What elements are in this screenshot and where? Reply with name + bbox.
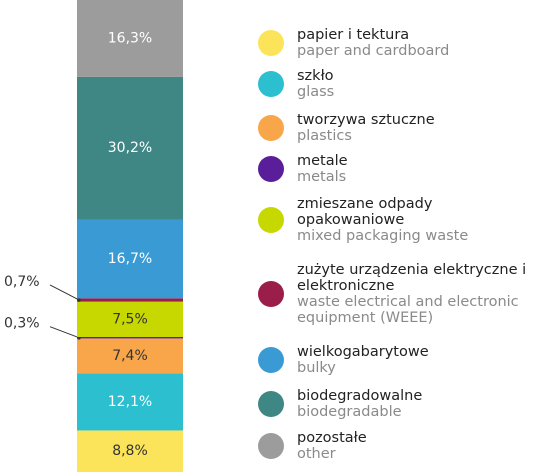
legend-swatch [258,156,284,182]
legend-sublabel: mixed packaging waste [297,228,469,244]
bar-segment [77,0,183,77]
leader-dot [77,298,81,302]
legend-entry: biodegradowalne biodegradable [258,388,542,420]
legend-text: papier i tektura paper and cardboard [297,27,537,59]
bar-segment [77,430,183,472]
legend-label: wielkogabarytowe [297,344,429,360]
legend-text: wielkogabarytowe bulky [297,344,537,376]
legend-label: biodegradowalne [297,388,423,404]
bar-segment [77,219,183,299]
value-label: 12,1% [108,394,152,410]
legend-entry: metale metals [258,153,542,185]
legend-sublabel: biodegradable [297,404,402,420]
legend-entry: papier i tektura paper and cardboard [258,27,542,59]
legend-text: zużyte urządzenia elektryczne i elektron… [297,262,537,326]
legend-swatch [258,347,284,373]
legend-label: szkło [297,68,334,84]
bar-segment [77,298,183,302]
legend-entry: zużyte urządzenia elektryczne i elektron… [258,262,542,326]
bar-segment [77,301,183,338]
legend-text: szkło glass [297,68,537,100]
legend-label: tworzywa sztuczne [297,112,435,128]
value-label: 0,7% [4,274,40,290]
value-label: 30,2% [108,140,152,156]
legend-swatch [258,281,284,307]
legend-text: zmieszane odpady opakowaniowe mixed packa… [297,196,537,244]
legend-label: pozostałe [297,430,367,446]
legend-sublabel: glass [297,84,335,100]
bar-segment [77,373,183,431]
legend-sublabel: bulky [297,360,336,376]
bar-segment [77,338,183,374]
legend-entry: zmieszane odpady opakowaniowe mixed packa… [258,196,542,244]
leader-line [49,284,80,301]
legend-label: metale [297,153,348,169]
legend-label: papier i tektura [297,27,410,43]
legend-label: zużyte urządzenia elektryczne i elektron… [297,262,527,294]
legend-text: metale metals [297,153,537,185]
bar-segment [77,76,183,220]
legend-entry: wielkogabarytowe bulky [258,344,542,376]
legend-sublabel: other [297,446,336,462]
legend-swatch [258,30,284,56]
legend-sublabel: metals [297,169,347,185]
legend-entry: tworzywa sztuczne plastics [258,112,542,144]
legend-swatch [258,433,284,459]
legend-label: zmieszane odpady opakowaniowe [297,196,433,228]
legend-sublabel: paper and cardboard [297,43,450,59]
legend-text: biodegradowalne biodegradable [297,388,537,420]
value-label: 8,8% [112,443,148,459]
legend-entry: szkło glass [258,68,542,100]
value-label: 16,7% [108,251,152,267]
value-label: 16,3% [108,30,152,46]
legend-sublabel: waste electrical and electronic equipmen… [297,294,519,326]
legend-sublabel: plastics [297,128,352,144]
legend-swatch [258,71,284,97]
legend-entry: pozostałe other [258,430,542,462]
legend-text: pozostałe other [297,430,537,462]
legend-swatch [258,115,284,141]
value-label: 7,4% [112,348,148,364]
bar-segment [77,337,183,339]
legend-swatch [258,391,284,417]
value-label: 7,5% [112,311,148,327]
legend-swatch [258,207,284,233]
legend-text: tworzywa sztuczne plastics [297,112,537,144]
value-label: 0,3% [4,316,40,332]
leader-line [49,326,80,339]
